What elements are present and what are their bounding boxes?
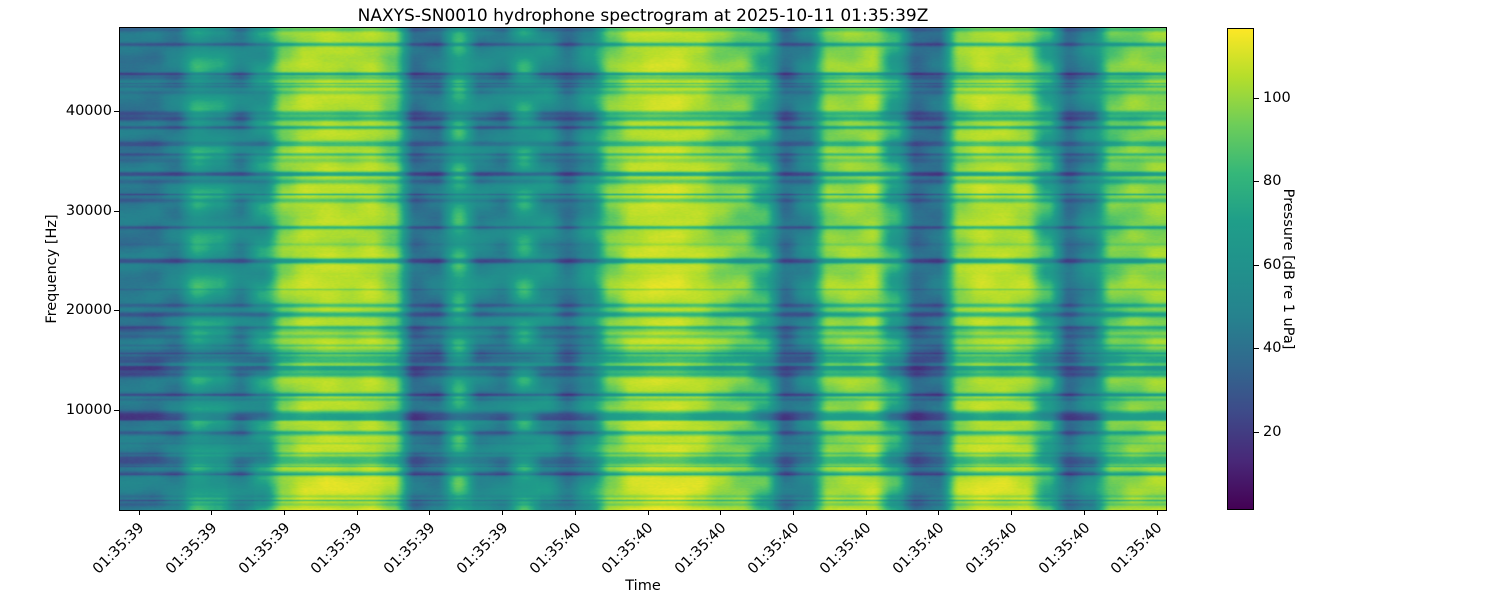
x-tick-mark [1156, 510, 1158, 515]
x-tick-label: 01:35:39 [90, 520, 148, 578]
x-tick-mark [502, 510, 504, 515]
x-tick-mark [429, 510, 431, 515]
x-tick-label: 01:35:39 [163, 520, 221, 578]
colorbar [1227, 28, 1254, 510]
colorbar-tick-label: 60 [1263, 256, 1282, 273]
plot-area [119, 27, 1167, 511]
x-tick-mark [356, 510, 358, 515]
colorbar-tick-label: 100 [1263, 89, 1291, 106]
x-tick-label: 01:35:39 [381, 520, 439, 578]
spectrogram-image [120, 28, 1166, 510]
y-tick-mark [114, 410, 119, 412]
colorbar-tick-mark [1254, 431, 1259, 433]
x-tick-label: 01:35:40 [1108, 520, 1166, 578]
y-tick-label: 30000 [65, 202, 112, 219]
x-tick-label: 01:35:40 [672, 520, 730, 578]
y-tick-label: 40000 [65, 102, 112, 119]
x-tick-mark [1083, 510, 1085, 515]
x-tick-mark [1011, 510, 1013, 515]
y-tick-label: 10000 [65, 402, 112, 419]
x-tick-mark [574, 510, 576, 515]
colorbar-tick-label: 40 [1263, 340, 1282, 357]
x-tick-label: 01:35:40 [963, 520, 1021, 578]
x-tick-mark [720, 510, 722, 515]
colorbar-tick-mark [1254, 264, 1259, 266]
x-tick-label: 01:35:40 [599, 520, 657, 578]
x-tick-label: 01:35:39 [454, 520, 512, 578]
y-tick-label: 20000 [65, 302, 112, 319]
colorbar-tick-mark [1254, 181, 1259, 183]
x-tick-mark [647, 510, 649, 515]
y-tick-mark [114, 110, 119, 112]
chart-title: NAXYS-SN0010 hydrophone spectrogram at 2… [357, 6, 929, 26]
x-tick-label: 01:35:40 [1035, 520, 1094, 578]
colorbar-tick-label: 80 [1263, 173, 1282, 190]
colorbar-tick-mark [1254, 97, 1259, 99]
x-tick-label: 01:35:39 [235, 520, 294, 578]
x-tick-mark [211, 510, 213, 515]
x-tick-mark [283, 510, 285, 515]
y-tick-mark [114, 310, 119, 312]
x-tick-label: 01:35:39 [308, 520, 366, 578]
colorbar-tick-label: 20 [1263, 423, 1282, 440]
x-tick-label: 01:35:40 [890, 520, 948, 578]
y-tick-mark [114, 210, 119, 212]
x-tick-label: 01:35:40 [744, 520, 803, 578]
x-tick-mark [938, 510, 940, 515]
y-axis-label: Frequency [Hz] [44, 214, 60, 324]
x-tick-mark [865, 510, 867, 515]
colorbar-tick-mark [1254, 348, 1259, 350]
x-tick-label: 01:35:40 [526, 520, 585, 578]
colorbar-label: Pressure [dB re 1 uPa] [1280, 188, 1296, 350]
x-axis-label: Time [625, 578, 661, 594]
x-tick-mark [792, 510, 794, 515]
x-tick-label: 01:35:40 [817, 520, 875, 578]
x-tick-mark [138, 510, 140, 515]
